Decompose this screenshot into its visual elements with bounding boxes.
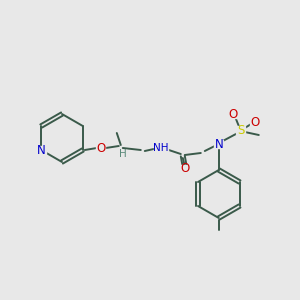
Bar (96, 144, 105, 152)
Text: O: O (180, 163, 189, 176)
Text: H: H (119, 149, 127, 159)
Bar (154, 143, 168, 152)
Text: O: O (228, 107, 237, 121)
Bar (236, 126, 245, 134)
Text: O: O (96, 142, 105, 154)
Bar (118, 150, 127, 158)
Bar (250, 118, 259, 126)
Text: N: N (214, 137, 223, 151)
Bar (214, 140, 223, 148)
Bar (180, 165, 189, 173)
Text: S: S (237, 124, 244, 136)
Text: N: N (37, 143, 46, 157)
Bar (36, 146, 46, 154)
Text: O: O (250, 116, 260, 128)
Bar (228, 110, 237, 118)
Text: NH: NH (153, 143, 169, 153)
